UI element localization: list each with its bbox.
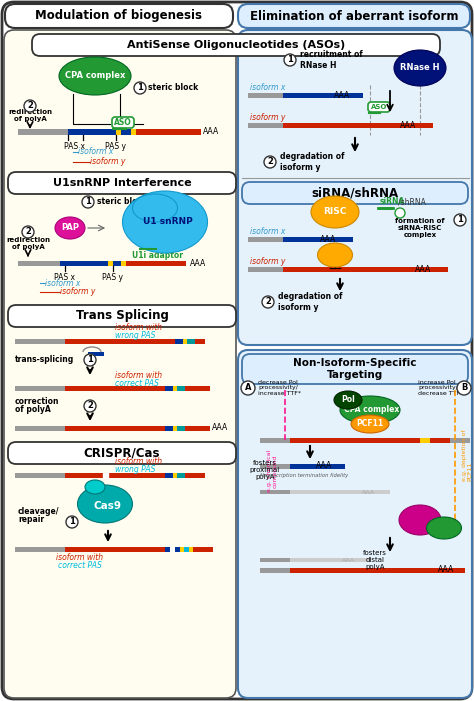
Text: 1: 1 bbox=[287, 55, 293, 64]
Text: CPA complex: CPA complex bbox=[345, 405, 400, 414]
Text: PAS y: PAS y bbox=[106, 142, 127, 151]
Bar bbox=[283, 123, 433, 128]
Text: fosters
distal
polyA: fosters distal polyA bbox=[363, 550, 387, 570]
Bar bbox=[193, 547, 213, 552]
Bar bbox=[175, 547, 180, 552]
Bar bbox=[65, 426, 165, 431]
Text: degradation of
isoform y: degradation of isoform y bbox=[280, 152, 345, 172]
Text: A: A bbox=[245, 383, 251, 393]
Text: decrease Pol
processivity/
increase TTF*: decrease Pol processivity/ increase TTF* bbox=[258, 380, 301, 396]
Text: AntiSense Oligonucleotides (ASOs): AntiSense Oligonucleotides (ASOs) bbox=[127, 40, 345, 50]
Text: RNase H: RNase H bbox=[400, 64, 440, 72]
Text: steric block: steric block bbox=[148, 83, 198, 93]
Ellipse shape bbox=[55, 217, 85, 239]
Bar bbox=[15, 547, 65, 552]
Text: AAA: AAA bbox=[362, 489, 375, 494]
Ellipse shape bbox=[85, 480, 105, 494]
Bar bbox=[290, 568, 465, 573]
Bar bbox=[165, 547, 170, 552]
Bar bbox=[183, 339, 187, 344]
Text: e.g. chemical
compound: e.g. chemical compound bbox=[266, 450, 277, 492]
Bar bbox=[248, 237, 283, 242]
Bar bbox=[15, 426, 65, 431]
Text: Modulation of biogenesis: Modulation of biogenesis bbox=[36, 10, 202, 22]
Ellipse shape bbox=[340, 396, 400, 424]
Text: steric block: steric block bbox=[97, 198, 147, 207]
Text: formation of
siRNA-RISC
complex: formation of siRNA-RISC complex bbox=[395, 218, 445, 238]
Text: isoform y: isoform y bbox=[250, 257, 285, 266]
Text: isoform x: isoform x bbox=[250, 228, 285, 236]
Bar bbox=[177, 426, 185, 431]
Bar bbox=[180, 547, 184, 552]
Text: AAA: AAA bbox=[203, 128, 219, 137]
Text: PAS x: PAS x bbox=[55, 273, 75, 282]
Text: 2: 2 bbox=[27, 102, 33, 111]
Text: 2: 2 bbox=[267, 158, 273, 167]
Bar bbox=[177, 473, 185, 478]
Bar bbox=[450, 438, 470, 443]
Bar bbox=[290, 558, 370, 562]
Text: siRNA: siRNA bbox=[380, 198, 405, 207]
Bar bbox=[175, 339, 183, 344]
Ellipse shape bbox=[122, 191, 208, 253]
Circle shape bbox=[262, 296, 274, 308]
FancyBboxPatch shape bbox=[4, 30, 236, 698]
Circle shape bbox=[264, 156, 276, 168]
Text: isoform y: isoform y bbox=[250, 114, 285, 123]
Bar bbox=[283, 237, 353, 242]
FancyBboxPatch shape bbox=[238, 350, 472, 698]
Bar bbox=[18, 261, 60, 266]
Bar bbox=[425, 438, 430, 443]
Bar bbox=[173, 473, 177, 478]
Bar bbox=[65, 473, 165, 478]
Text: isoform x: isoform x bbox=[250, 83, 285, 93]
Bar bbox=[173, 426, 177, 431]
Bar bbox=[65, 386, 165, 391]
Circle shape bbox=[82, 196, 94, 208]
Bar bbox=[165, 473, 173, 478]
Text: isoform with: isoform with bbox=[56, 554, 103, 562]
Text: RISC: RISC bbox=[323, 207, 346, 217]
Ellipse shape bbox=[351, 415, 389, 433]
Ellipse shape bbox=[311, 196, 359, 228]
Circle shape bbox=[22, 226, 34, 238]
Bar bbox=[189, 547, 193, 552]
Bar bbox=[131, 129, 136, 135]
Bar bbox=[15, 386, 65, 391]
Circle shape bbox=[454, 214, 466, 226]
Text: recruitment of
RNase H: recruitment of RNase H bbox=[300, 50, 363, 69]
Circle shape bbox=[241, 381, 255, 395]
FancyBboxPatch shape bbox=[8, 442, 236, 464]
Text: isoform y: isoform y bbox=[90, 158, 126, 167]
Text: degradation of
isoform y: degradation of isoform y bbox=[278, 292, 343, 312]
Bar bbox=[260, 558, 290, 562]
Bar bbox=[185, 386, 210, 391]
Bar bbox=[420, 438, 425, 443]
Text: 1: 1 bbox=[137, 83, 143, 93]
Bar bbox=[165, 386, 173, 391]
Text: /shRNA: /shRNA bbox=[398, 198, 426, 207]
Text: AAA: AAA bbox=[334, 90, 350, 100]
FancyBboxPatch shape bbox=[5, 4, 233, 28]
Bar bbox=[65, 339, 175, 344]
Text: isoform y: isoform y bbox=[60, 287, 95, 297]
Text: U1snRNP Interference: U1snRNP Interference bbox=[53, 178, 191, 188]
Text: AAA: AAA bbox=[400, 121, 416, 130]
Bar bbox=[60, 261, 108, 266]
Bar bbox=[260, 464, 290, 469]
Bar bbox=[18, 129, 68, 135]
Ellipse shape bbox=[59, 57, 131, 95]
Text: repair: repair bbox=[18, 515, 44, 524]
Text: redirection
of polyA: redirection of polyA bbox=[8, 109, 52, 123]
Ellipse shape bbox=[133, 194, 177, 222]
Bar bbox=[185, 473, 205, 478]
Text: AAA: AAA bbox=[415, 264, 431, 273]
Text: PCF11: PCF11 bbox=[356, 419, 383, 428]
Bar bbox=[121, 261, 126, 266]
FancyBboxPatch shape bbox=[242, 182, 468, 204]
Text: fosters
proximal
polyA: fosters proximal polyA bbox=[250, 460, 280, 480]
Text: ASO: ASO bbox=[114, 118, 132, 127]
Text: 1: 1 bbox=[69, 517, 75, 526]
Text: AAA: AAA bbox=[212, 423, 228, 433]
